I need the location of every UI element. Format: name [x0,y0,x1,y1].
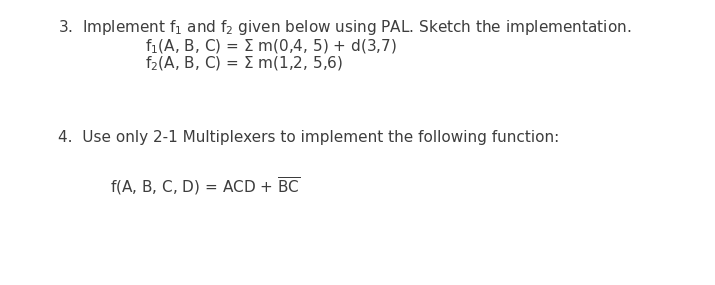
Text: f$_1$(A, B, C) = Σ m(0,4, 5) + d(3,7): f$_1$(A, B, C) = Σ m(0,4, 5) + d(3,7) [145,38,397,56]
Text: f(A, B, C, D) = ACD + $\overline{\mathrm{BC}}$: f(A, B, C, D) = ACD + $\overline{\mathrm… [110,175,300,197]
Text: f$_2$(A, B, C) = Σ m(1,2, 5,6): f$_2$(A, B, C) = Σ m(1,2, 5,6) [145,55,343,74]
Text: 4.  Use only 2-1 Multiplexers to implement the following function:: 4. Use only 2-1 Multiplexers to implemen… [58,130,559,145]
Text: 3.  Implement f$_1$ and f$_2$ given below using PAL. Sketch the implementation.: 3. Implement f$_1$ and f$_2$ given below… [58,18,631,37]
